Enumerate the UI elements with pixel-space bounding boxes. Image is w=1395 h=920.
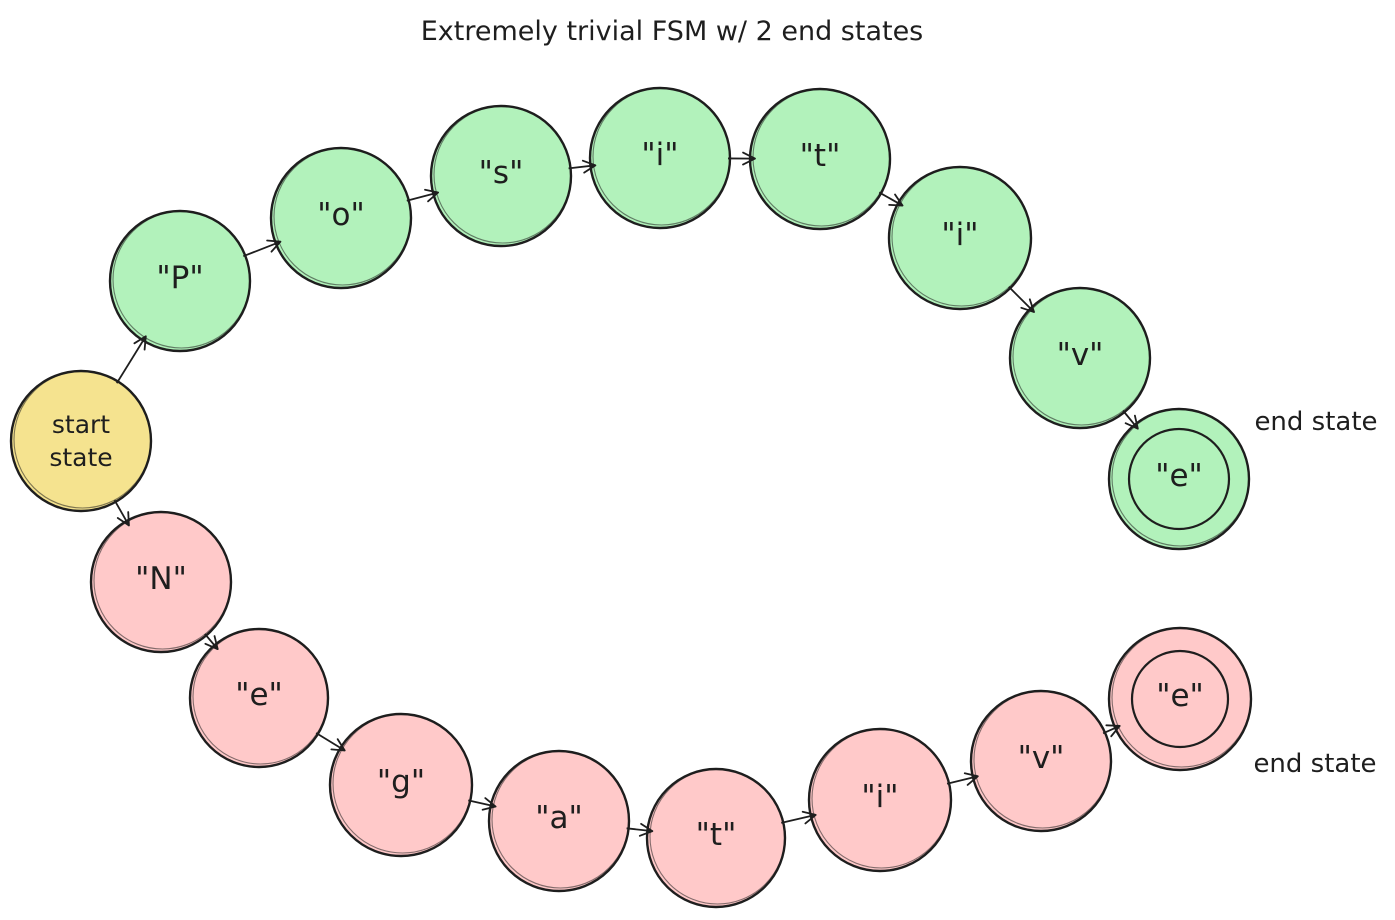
transition-arrow: [113, 499, 130, 527]
end-state-inner-circle: [1130, 649, 1230, 749]
state-label: "o": [317, 197, 364, 233]
state-node: "i": [588, 86, 732, 230]
state-node: "t": [645, 767, 787, 909]
state-node: "N": [89, 510, 233, 654]
state-label: "i": [941, 217, 978, 253]
state-label: "v": [1018, 740, 1065, 776]
state-node: "v": [969, 689, 1113, 833]
sketch-outline: [112, 210, 251, 349]
start-state-node: start state: [9, 369, 153, 513]
transition-arrow: [406, 188, 440, 203]
sketch-outline: [1111, 627, 1252, 768]
end-state-annotation: end state: [1254, 407, 1377, 437]
transition-arrow: [626, 822, 654, 837]
end-state-node: "e": [1107, 626, 1253, 772]
start-state-label: start state: [49, 410, 112, 472]
state-label: "t": [696, 817, 737, 853]
state-label: "e": [1155, 458, 1203, 494]
sketch-outline: [13, 370, 152, 509]
state-node: "a": [487, 749, 631, 893]
sketch-outline: [1012, 287, 1151, 426]
sketch-outline: [93, 511, 232, 650]
state-label: "s": [479, 155, 524, 191]
state-node: "o": [269, 146, 413, 290]
state-label: "v": [1057, 337, 1104, 373]
state-label: "i": [861, 779, 898, 815]
transition-arrow: [1122, 410, 1139, 430]
start-state-label-line: state: [49, 443, 112, 472]
state-node: "e": [188, 627, 330, 769]
end-state-node: "e": [1107, 407, 1251, 551]
state-circle: [9, 369, 153, 513]
transition-arrow: [1102, 724, 1121, 738]
state-node: "i": [887, 165, 1033, 311]
state-node: "t": [748, 87, 892, 231]
state-label: "e": [1156, 678, 1204, 714]
transition-arrow: [946, 772, 979, 786]
transitions-layer: [113, 151, 1139, 837]
state-node: "v": [1008, 286, 1152, 430]
sketch-outline: [433, 105, 572, 244]
transition-arrow: [1008, 286, 1035, 313]
state-node: "P": [108, 209, 252, 353]
state-label: "g": [377, 764, 425, 800]
state-label: "P": [156, 260, 203, 296]
annotations-layer: end state end state: [1253, 407, 1377, 779]
transition-arrow: [878, 191, 904, 207]
end-state-inner-circle: [1127, 427, 1231, 531]
end-state-annotation: end state: [1253, 749, 1376, 779]
state-label: "i": [641, 137, 678, 173]
state-node: "g": [328, 712, 474, 858]
state-node: "s": [429, 104, 573, 248]
transition-arrow: [204, 633, 219, 651]
transition-arrow: [468, 797, 497, 811]
transition-arrow: [315, 732, 346, 752]
transition-arrow: [242, 239, 282, 258]
diagram-title: Extremely trivial FSM w/ 2 end states: [421, 16, 924, 47]
state-label: "e": [235, 677, 283, 713]
sketch-outline: [891, 166, 1032, 307]
transition-arrow: [568, 159, 597, 174]
sketch-outline: [192, 628, 329, 765]
state-label: "t": [800, 138, 841, 174]
sketch-outline: [273, 147, 412, 286]
sketch-outline: [973, 690, 1112, 829]
sketch-outline: [332, 713, 473, 854]
sketch-outline: [491, 750, 630, 889]
transition-arrow: [116, 335, 147, 384]
transition-arrow: [781, 810, 817, 825]
states-layer: start state "P" "o" "s" "i" "t" "i" "v" "e" "N" "e"…: [9, 86, 1253, 909]
state-node: "i": [807, 727, 953, 873]
state-label: "a": [535, 800, 583, 836]
state-label: "N": [135, 561, 187, 597]
start-state-label-line: start: [52, 410, 110, 439]
sketch-outline: [811, 728, 952, 869]
sketch-outline: [592, 87, 731, 226]
sketch-outline: [1111, 408, 1250, 547]
